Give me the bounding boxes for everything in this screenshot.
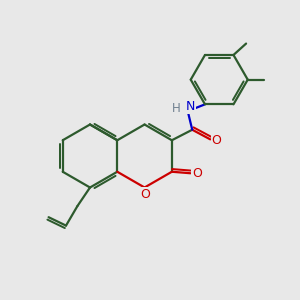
Text: O: O (140, 188, 150, 201)
Text: O: O (192, 167, 202, 180)
Text: H: H (172, 102, 181, 115)
Text: N: N (186, 100, 195, 113)
Text: O: O (211, 134, 221, 147)
